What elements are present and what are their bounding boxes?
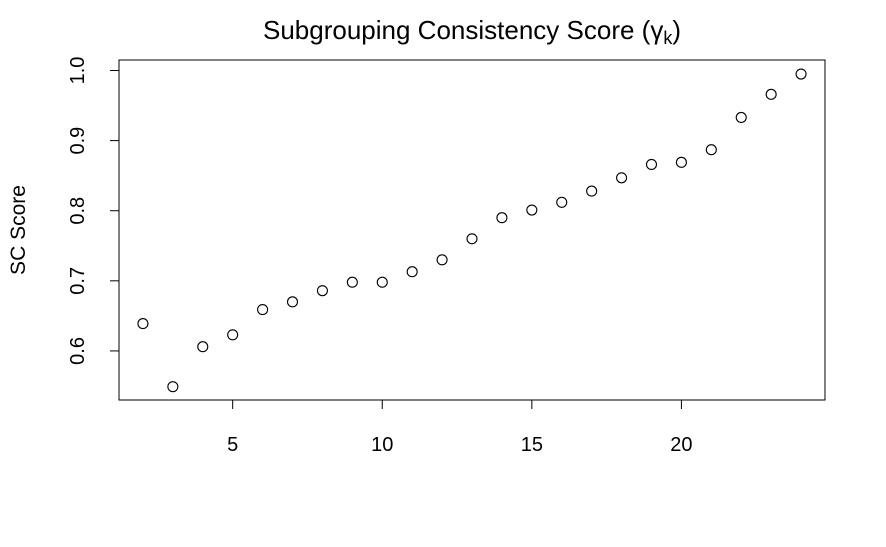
data-point	[346, 276, 358, 288]
data-point	[227, 329, 239, 341]
chart-title-text: Subgrouping Consistency Score (	[263, 15, 651, 45]
y-tick-label: 1.0	[67, 57, 89, 85]
x-axis: 5 10 15 20	[227, 399, 693, 456]
data-point	[257, 304, 269, 316]
data-point	[795, 68, 807, 80]
x-tick-label: 20	[670, 434, 692, 456]
data-points	[137, 68, 807, 393]
y-tick-label: 0.7	[67, 267, 89, 295]
x-tick-label: 15	[521, 434, 543, 456]
data-point	[197, 341, 209, 353]
data-point	[586, 185, 598, 197]
chart-title-subscript: k	[663, 28, 673, 48]
data-point	[496, 212, 508, 224]
data-point	[406, 266, 418, 278]
data-point	[286, 296, 299, 308]
chart-title-close: )	[672, 15, 681, 45]
y-tick-label: 0.6	[67, 337, 89, 365]
chart-title-symbol: γ	[650, 15, 663, 45]
data-point	[436, 254, 448, 266]
data-point	[526, 204, 538, 216]
data-point	[376, 276, 388, 288]
data-point	[765, 88, 777, 100]
data-point	[705, 144, 717, 156]
data-point	[616, 172, 628, 184]
data-point	[137, 318, 149, 330]
data-point	[167, 381, 179, 393]
data-point	[675, 156, 687, 168]
x-tick-label: 5	[227, 434, 238, 456]
y-tick-label: 0.9	[67, 127, 89, 155]
data-point	[645, 158, 658, 171]
data-point	[556, 196, 568, 208]
x-tick-label: 10	[371, 434, 393, 456]
data-point	[316, 285, 328, 297]
data-point	[735, 111, 747, 124]
y-axis-label: SC Score	[7, 185, 30, 275]
y-axis: 0.6 0.7 0.8 0.9 1.0	[67, 57, 120, 365]
y-tick-label: 0.8	[67, 197, 89, 225]
data-point	[466, 233, 478, 245]
plot-frame	[118, 59, 826, 401]
chart-title: Subgrouping Consistency Score (γk)	[263, 15, 681, 48]
